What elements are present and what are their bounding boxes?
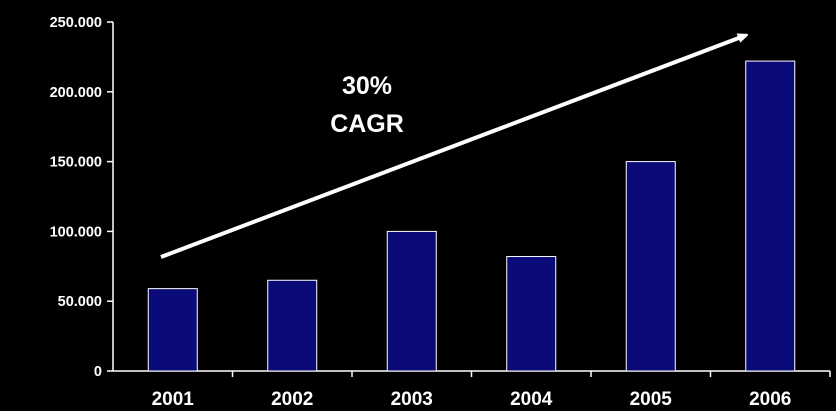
x-tick-label: 2005: [630, 389, 673, 410]
cagr-annotation: 30% CAGR: [160, 36, 744, 259]
x-tick-label: 2003: [391, 389, 433, 410]
bar-2005: [625, 161, 676, 372]
bar-2003: [386, 230, 437, 372]
y-tick-label: 100.000: [50, 224, 102, 240]
x-tick-label: 2002: [271, 389, 313, 410]
bar-2002: [267, 279, 318, 372]
x-axis: [113, 370, 831, 377]
trend-arrow: [160, 36, 744, 259]
y-tick-label: 0: [94, 364, 102, 380]
bar-2004: [506, 256, 557, 372]
x-tick-label: 2001: [152, 389, 195, 410]
x-tick-labels: 2001 2002 2003 2004 2005 2006: [152, 389, 792, 410]
y-tick-label: 50.000: [58, 294, 102, 310]
y-tick-label: 250.000: [50, 15, 102, 31]
y-tick-label: 150.000: [50, 155, 102, 171]
y-axis: 0 50.000 100.000 150.000 200.000 250.000: [50, 15, 114, 380]
cagr-text-label: CAGR: [330, 110, 404, 138]
bar-2001: [147, 288, 198, 372]
x-tick-label: 2006: [749, 389, 791, 410]
cagr-percent-label: 30%: [342, 72, 392, 100]
y-tick-label: 200.000: [50, 85, 102, 101]
bars: [147, 60, 796, 372]
bar-2006: [745, 60, 796, 372]
x-tick-label: 2004: [510, 389, 553, 410]
